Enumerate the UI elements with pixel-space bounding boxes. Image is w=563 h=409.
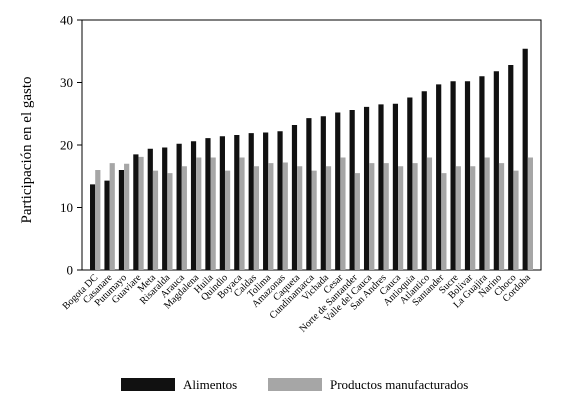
bar-manufacturados bbox=[210, 157, 216, 270]
bar-alimentos bbox=[219, 136, 225, 270]
bar-alimentos bbox=[263, 132, 269, 270]
bar-manufacturados bbox=[181, 166, 187, 270]
legend-swatch bbox=[268, 378, 322, 391]
legend-label: Alimentos bbox=[183, 377, 237, 392]
bar-alimentos bbox=[320, 116, 326, 270]
bar-manufacturados bbox=[340, 157, 346, 270]
bar-alimentos bbox=[436, 84, 442, 270]
bar-manufacturados bbox=[196, 157, 202, 270]
bar-manufacturados bbox=[239, 157, 245, 270]
bar-manufacturados bbox=[484, 157, 490, 270]
bar-alimentos bbox=[421, 91, 427, 270]
y-tick-label: 0 bbox=[67, 263, 74, 278]
bar-alimentos bbox=[335, 112, 341, 270]
bar-manufacturados bbox=[138, 156, 144, 270]
bar-manufacturados bbox=[253, 166, 260, 270]
bar-alimentos bbox=[147, 148, 153, 270]
bar-manufacturados bbox=[527, 157, 533, 270]
legend-label: Productos manufacturados bbox=[330, 377, 468, 392]
bar-alimentos bbox=[248, 133, 254, 270]
bar-alimentos bbox=[450, 81, 456, 270]
bar-alimentos bbox=[291, 125, 298, 270]
bar-manufacturados bbox=[124, 163, 130, 270]
bar-manufacturados bbox=[412, 163, 418, 270]
bar-manufacturados bbox=[398, 166, 404, 270]
bar-alimentos bbox=[176, 143, 182, 270]
bar-alimentos bbox=[479, 76, 485, 270]
bar-alimentos bbox=[234, 135, 240, 270]
bar-alimentos bbox=[407, 97, 413, 270]
bar-alimentos bbox=[205, 138, 211, 270]
bar-alimentos bbox=[190, 141, 197, 270]
bar-alimentos bbox=[349, 110, 355, 270]
legend-swatch bbox=[121, 378, 175, 391]
bar-alimentos bbox=[306, 118, 312, 270]
bar-manufacturados bbox=[441, 173, 447, 270]
bar-alimentos bbox=[508, 65, 514, 270]
x-axis: Bogota DCCasanarePutumayoGuaviareMetaRis… bbox=[61, 272, 534, 335]
y-tick-label: 20 bbox=[60, 138, 73, 153]
y-tick-label: 30 bbox=[60, 75, 73, 90]
bar-alimentos bbox=[363, 106, 370, 270]
bar-alimentos bbox=[378, 104, 384, 270]
bar-alimentos bbox=[118, 170, 125, 270]
bar-alimentos bbox=[522, 48, 528, 270]
bar-manufacturados bbox=[167, 173, 173, 270]
bar-manufacturados bbox=[268, 163, 274, 270]
bar-alimentos bbox=[90, 184, 96, 270]
bar-manufacturados bbox=[152, 170, 159, 270]
y-axis: 0 10 20 30 40 bbox=[60, 13, 82, 278]
bar-manufacturados bbox=[354, 173, 360, 270]
y-axis-title: Participación en el gasto bbox=[19, 76, 35, 223]
bar-alimentos bbox=[493, 71, 499, 270]
bar-manufacturados bbox=[455, 166, 461, 270]
bar-manufacturados bbox=[325, 166, 332, 270]
bar-alimentos bbox=[392, 103, 399, 270]
bar-manufacturados bbox=[426, 157, 433, 270]
bar-alimentos bbox=[133, 154, 139, 270]
bar-manufacturados bbox=[470, 166, 476, 270]
bar-alimentos bbox=[277, 131, 283, 270]
bar-manufacturados bbox=[383, 163, 389, 270]
bar-manufacturados bbox=[513, 170, 519, 270]
bar-manufacturados bbox=[311, 170, 317, 270]
bar-manufacturados bbox=[224, 170, 231, 270]
y-tick-label: 10 bbox=[60, 200, 73, 215]
bar-manufacturados bbox=[498, 163, 505, 270]
bar-manufacturados bbox=[109, 163, 115, 270]
y-tick-label: 40 bbox=[60, 13, 73, 28]
bar-manufacturados bbox=[282, 162, 288, 270]
bar-manufacturados bbox=[297, 166, 303, 270]
bars-group bbox=[90, 48, 533, 270]
bar-alimentos bbox=[464, 81, 471, 270]
legend: Alimentos Productos manufacturados bbox=[121, 377, 468, 392]
bar-manufacturados bbox=[95, 170, 101, 270]
bar-manufacturados bbox=[369, 163, 375, 270]
bar-alimentos bbox=[162, 147, 168, 270]
bar-alimentos bbox=[104, 180, 110, 270]
